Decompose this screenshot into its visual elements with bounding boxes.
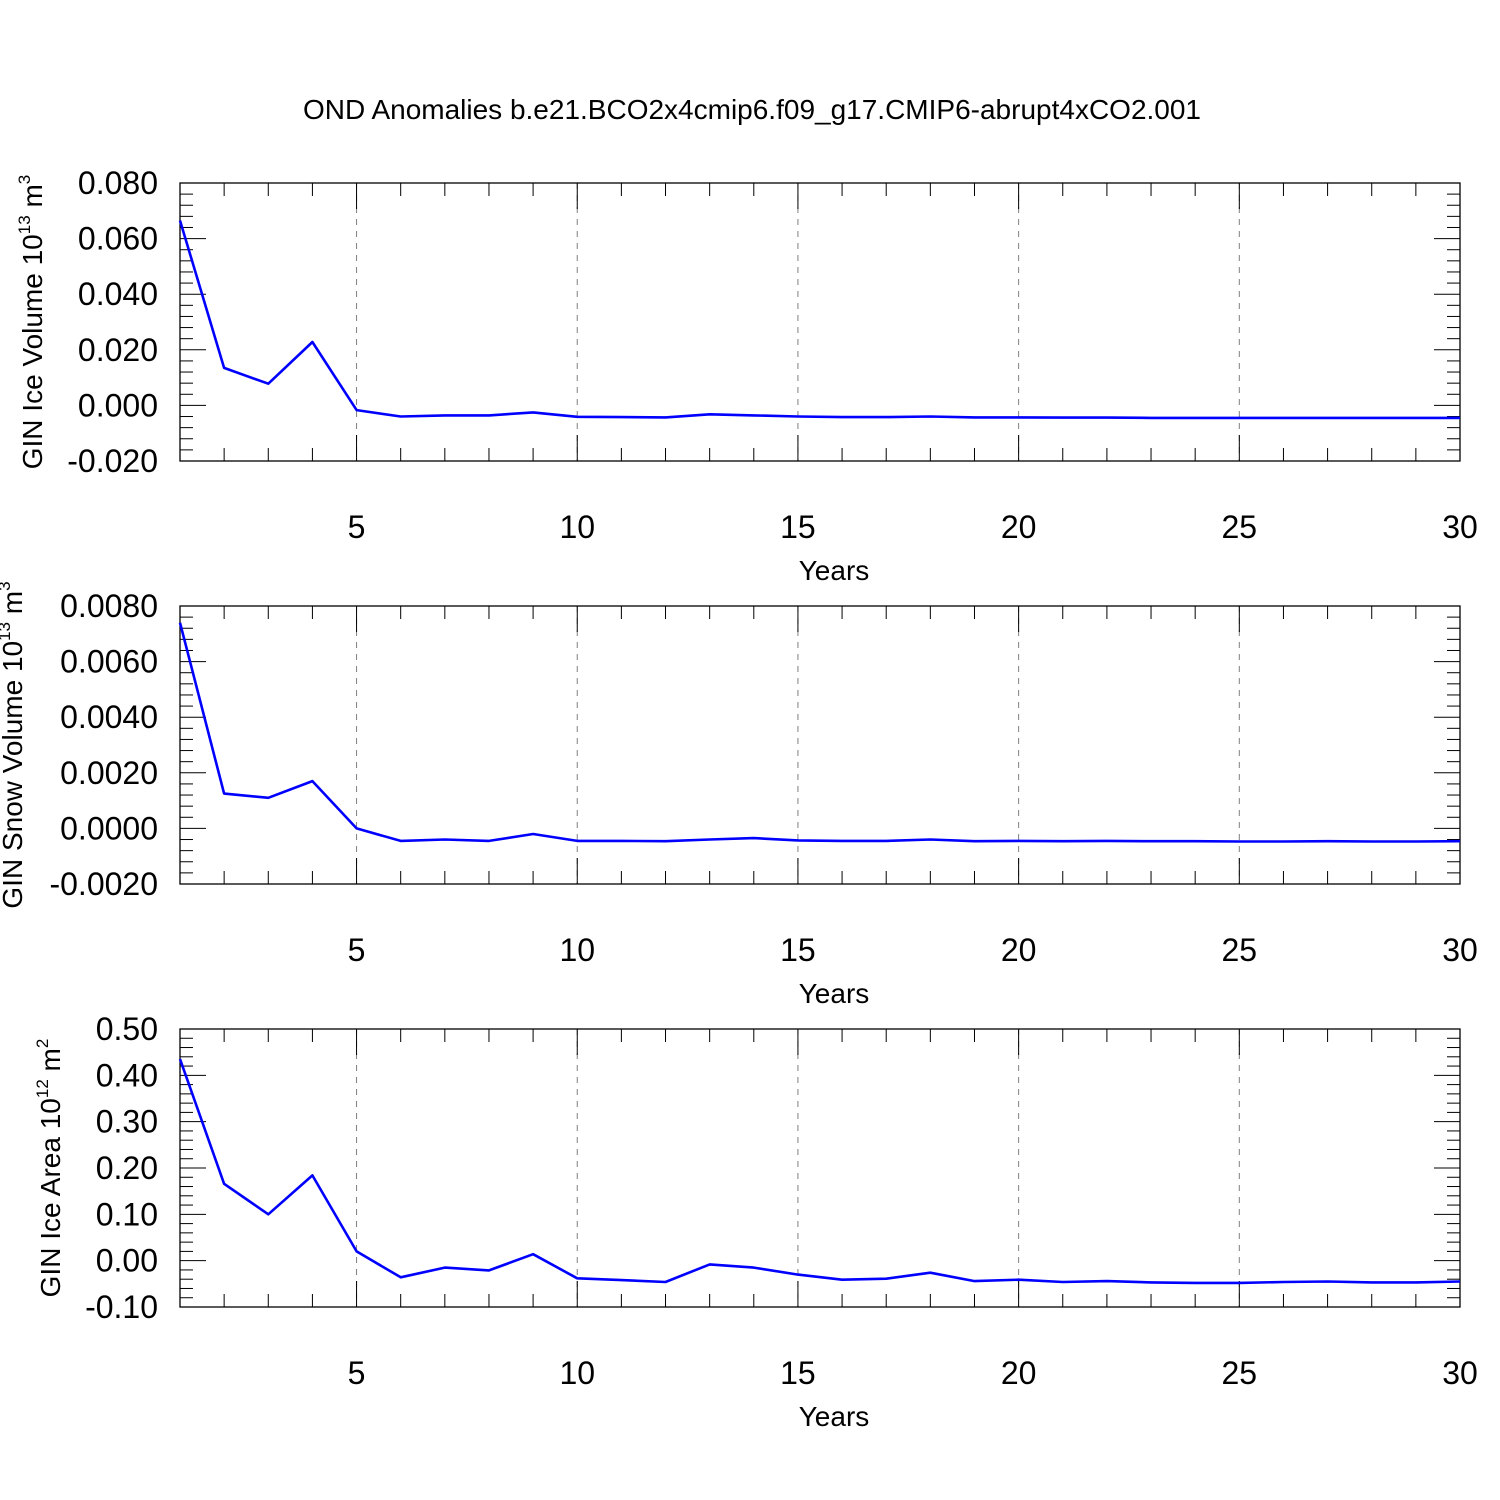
panel-3-y-tick-label: 0.20 [96, 1150, 158, 1186]
panel-1-y-tick-label: 0.020 [78, 332, 158, 368]
panel-1-x-tick-label: 5 [348, 509, 366, 545]
panel-2-x-tick-label: 15 [780, 932, 816, 968]
panel-3-y-axis-label: GIN Ice Area 1012 m2 [33, 1039, 66, 1298]
panel-2: 5 10 15 20 25 30 -0.0020 0.0000 0.0020 0.0040 0.00… [0, 581, 1478, 1009]
panel-3-y-tick-label: 0.40 [96, 1057, 158, 1093]
panel-3-y-tick-label: -0.10 [85, 1289, 158, 1325]
panel-1-x-axis-label: Years [799, 555, 870, 586]
panel-1: 5 10 15 20 25 30 -0.020 0.000 0.020 0.040 0.060 0.0… [15, 165, 1478, 586]
panel-1-x-tick-label: 20 [1001, 509, 1037, 545]
panel-3-x-tick-label: 20 [1001, 1355, 1037, 1391]
panel-1-frame [179, 182, 1461, 462]
panel-2-x-tick-label: 25 [1222, 932, 1258, 968]
panel-3-y-tick-label: 0.00 [96, 1243, 158, 1279]
panel-2-x-tick-label: 30 [1442, 932, 1478, 968]
panels: 5 10 15 20 25 30 -0.020 0.000 0.020 0.040 0.060 0.0… [0, 165, 1478, 1432]
panel-1-x-tick-label: 30 [1442, 509, 1478, 545]
panel-2-x-tick-label: 10 [559, 932, 595, 968]
panel-2-y-tick-label: 0.0020 [60, 755, 158, 791]
panel-3-x-tick-label: 10 [559, 1355, 595, 1391]
panel-1-series-line-1 [178, 220, 1460, 420]
panel-3-x-tick-label: 15 [780, 1355, 816, 1391]
panel-2-frame [179, 605, 1461, 885]
panel-3-y-tick-label: 0.30 [96, 1104, 158, 1140]
panel-2-series-line-1 [178, 622, 1461, 843]
panel-3-y-tick-label: 0.50 [96, 1011, 158, 1047]
panel-2-y-tick-label: 0.0080 [60, 588, 158, 624]
panel-2-y-tick-label: 0.0060 [60, 644, 158, 680]
panel-3-x-tick-label: 30 [1442, 1355, 1478, 1391]
panel-2-x-tick-label: 20 [1001, 932, 1037, 968]
panel-2-x-axis-label: Years [799, 978, 870, 1009]
panel-1-x-tick-label: 25 [1222, 509, 1258, 545]
panel-3-y-tick-label: 0.10 [96, 1196, 158, 1232]
figure-title: OND Anomalies b.e21.BCO2x4cmip6.f09_g17.… [303, 94, 1201, 125]
panel-2-y-tick-label: 0.0040 [60, 699, 158, 735]
panel-1-x-tick-label: 15 [780, 509, 816, 545]
panel-3-x-tick-label: 5 [348, 1355, 366, 1391]
panel-1-y-tick-label: 0.060 [78, 221, 158, 257]
panel-1-y-tick-label: 0.040 [78, 276, 158, 312]
panel-2-x-tick-label: 5 [348, 932, 366, 968]
panel-3-series-line-1 [178, 1058, 1461, 1285]
panel-1-x-tick-label: 10 [559, 509, 595, 545]
panel-1-y-tick-label: 0.000 [78, 387, 158, 423]
panel-3: 5 10 15 20 25 30 -0.10 0.00 0.10 0.20 0.30 0.40 0.50… [33, 1011, 1478, 1432]
panel-2-y-axis-label: GIN Snow Volume 1013 m3 [0, 581, 28, 908]
panel-3-frame [179, 1028, 1461, 1308]
panel-2-y-tick-label: 0.0000 [60, 810, 158, 846]
panel-1-y-axis-label: GIN Ice Volume 1013 m3 [15, 175, 48, 470]
panel-3-x-axis-label: Years [799, 1401, 870, 1432]
panel-1-y-tick-label: -0.020 [67, 443, 158, 479]
panel-1-y-tick-label: 0.080 [78, 165, 158, 201]
panel-2-y-tick-label: -0.0020 [49, 866, 158, 902]
panel-3-x-tick-label: 25 [1222, 1355, 1258, 1391]
